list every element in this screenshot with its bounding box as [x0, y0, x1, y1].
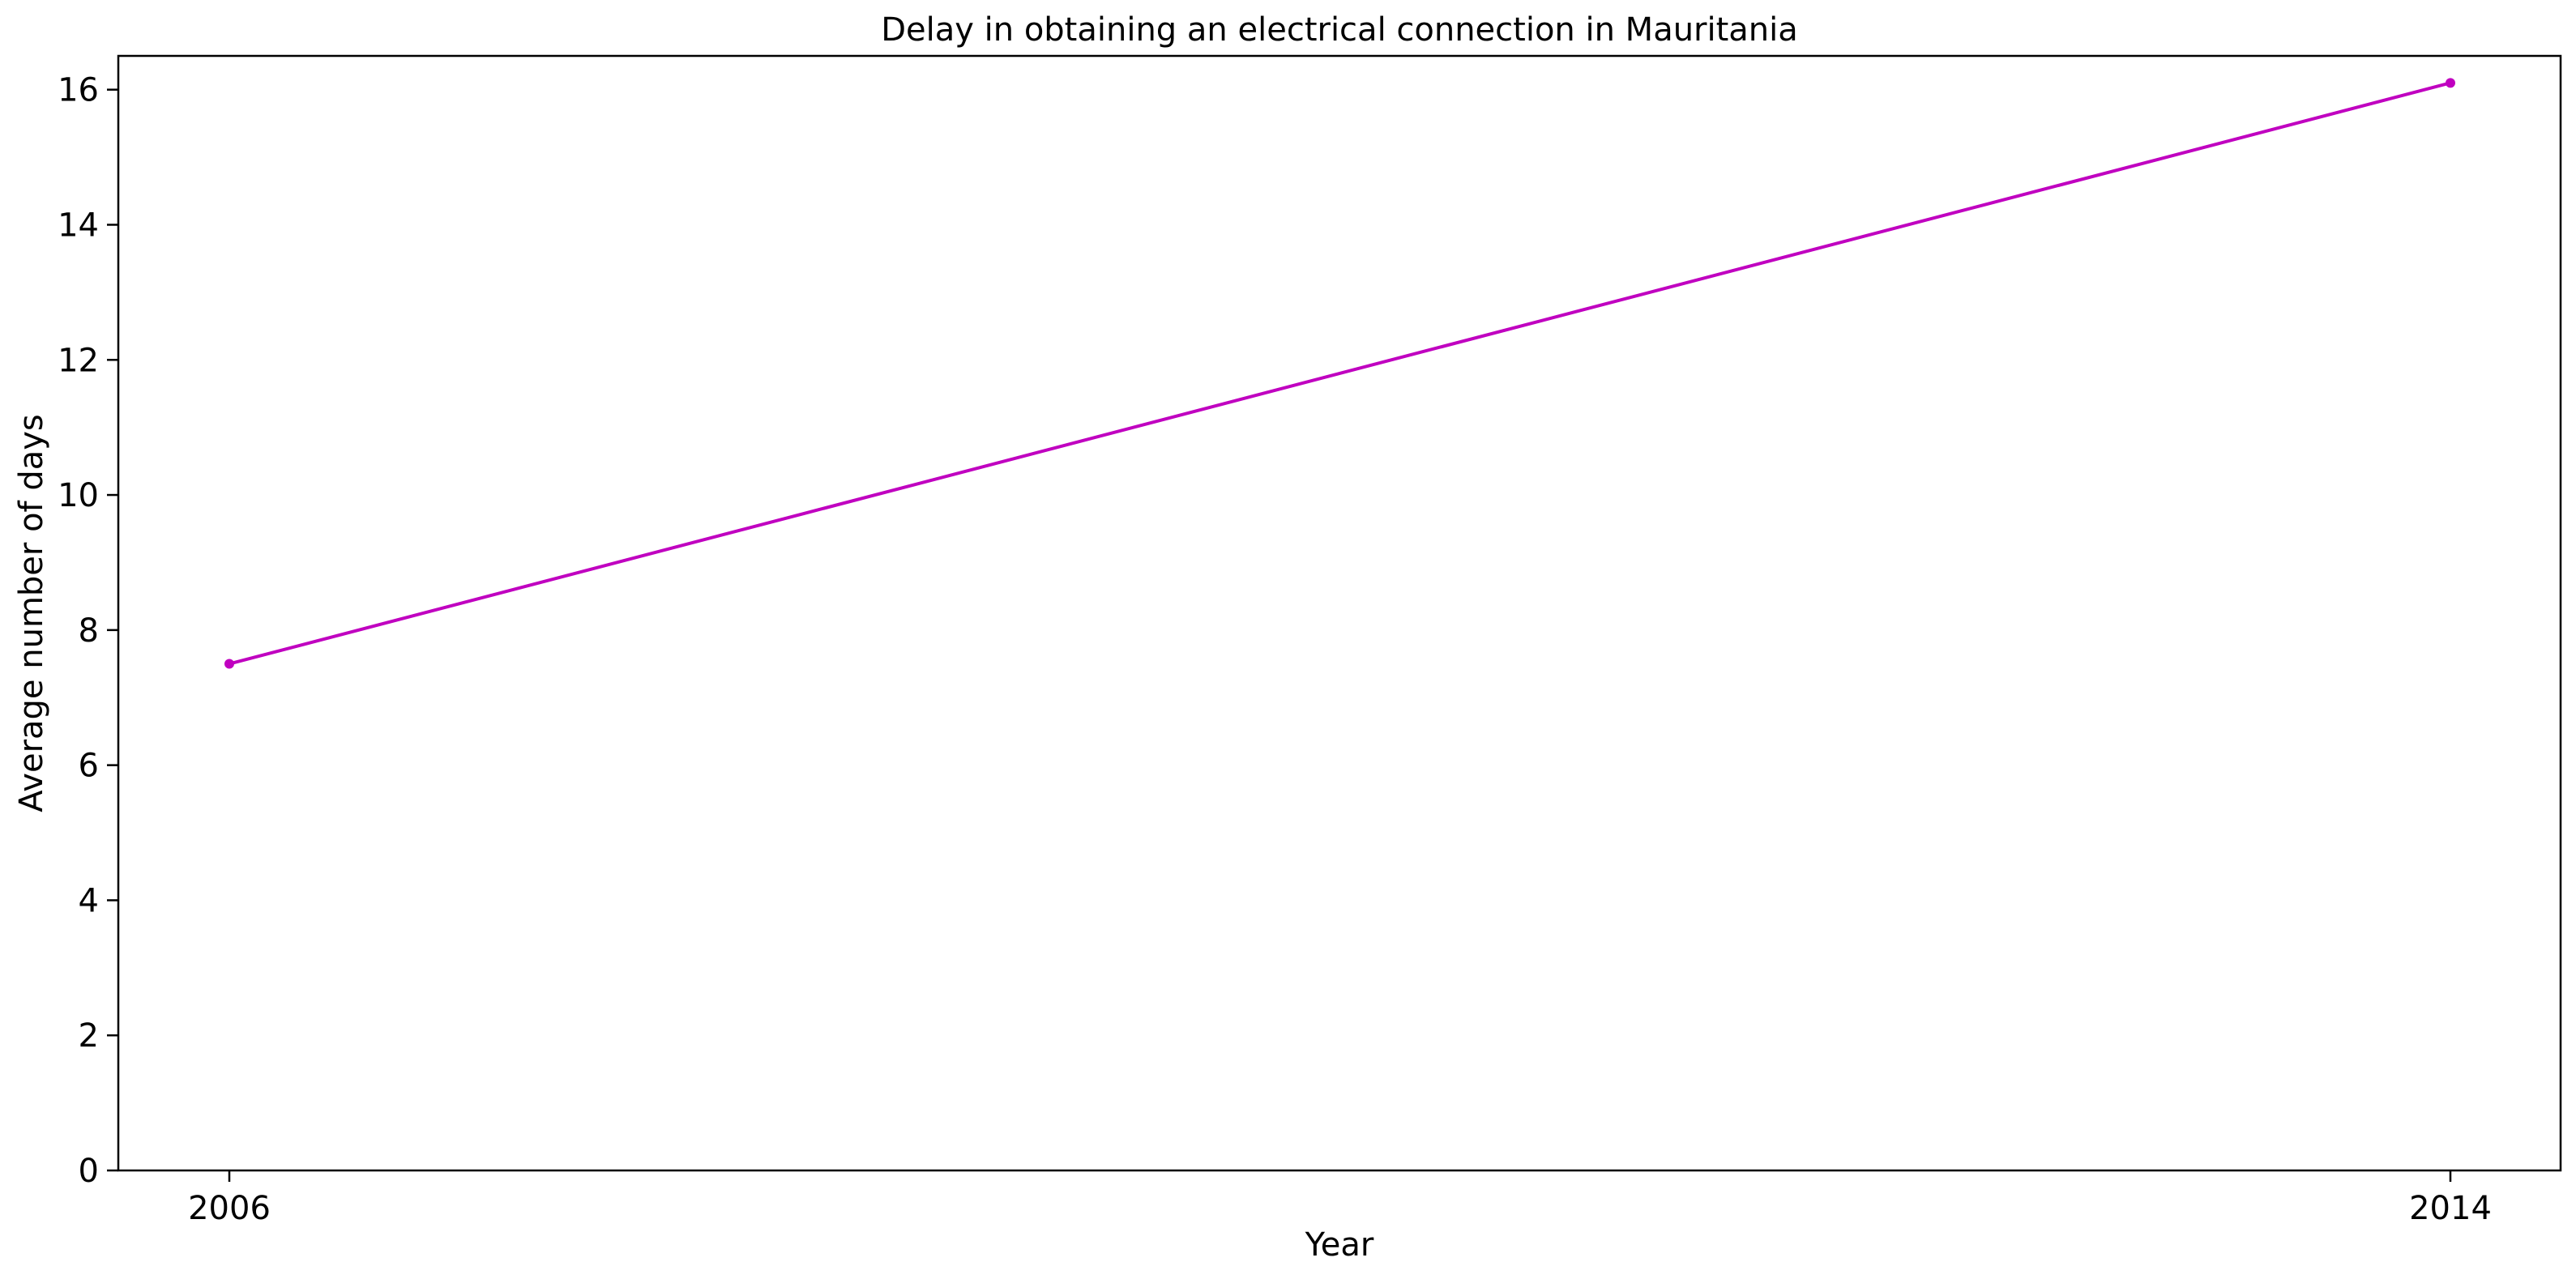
series-line: [229, 81, 2451, 666]
y-tick-label: 2: [79, 1017, 99, 1055]
x-tick-label: 2006: [188, 1190, 271, 1227]
y-tick-label: 4: [79, 882, 99, 919]
x-tick-label: 2014: [2409, 1190, 2492, 1227]
y-tick-label: 0: [79, 1153, 99, 1190]
y-tick-label: 12: [58, 342, 99, 379]
series-layer: [224, 78, 2455, 669]
data-point: [2446, 78, 2455, 88]
y-tick-label: 16: [58, 72, 99, 109]
y-axis-ticks: 0 2 4 6 8 10 12 14 16: [58, 72, 118, 1190]
y-axis-label: Average number of days: [13, 414, 50, 812]
chart-title: Delay in obtaining an electrical connect…: [881, 11, 1798, 49]
y-tick-label: 14: [58, 207, 99, 244]
x-axis-label: Year: [1305, 1226, 1374, 1264]
y-tick-label: 6: [79, 748, 99, 785]
y-tick-label: 8: [79, 612, 99, 650]
y-tick-label: 10: [58, 477, 99, 514]
plot-area: [117, 54, 2562, 1172]
x-axis-ticks: 2006 2014: [188, 1170, 2492, 1227]
data-point: [224, 659, 234, 669]
